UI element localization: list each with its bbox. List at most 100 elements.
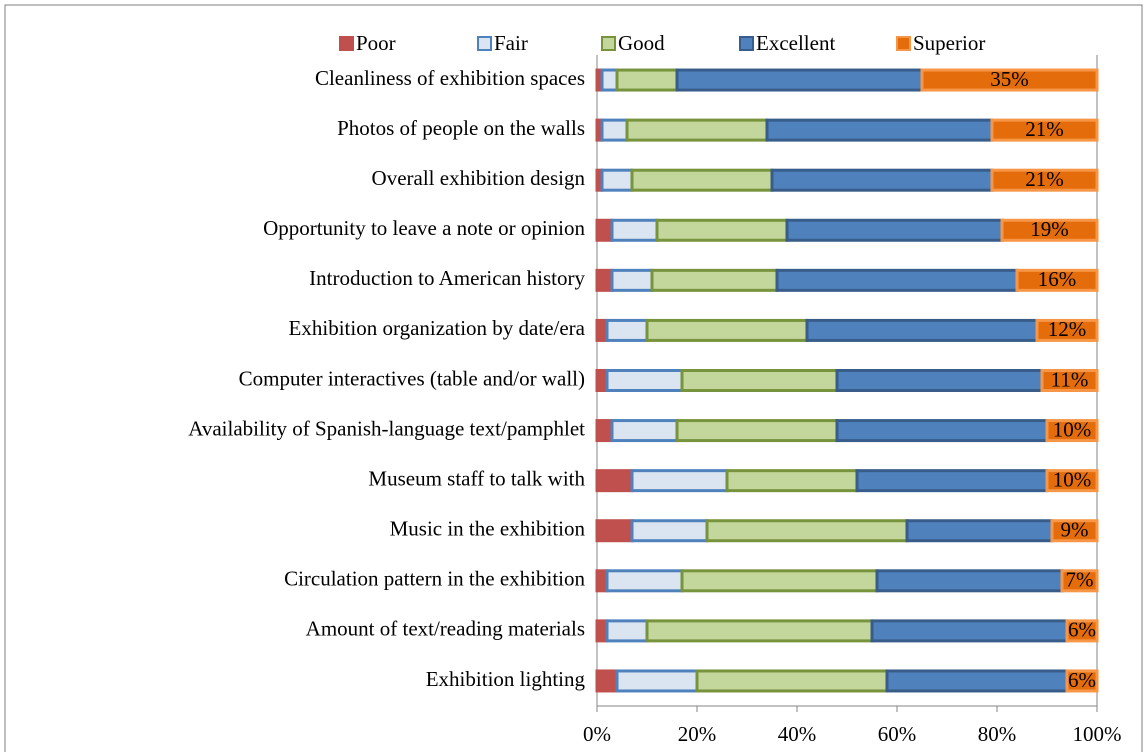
bar-segment bbox=[655, 218, 789, 242]
bar-segment bbox=[650, 268, 779, 292]
legend-swatch bbox=[739, 36, 754, 51]
bar-segment bbox=[610, 419, 679, 443]
bar-segment bbox=[600, 168, 634, 192]
bar-segment bbox=[920, 68, 1099, 92]
bar-segment bbox=[615, 68, 679, 92]
legend-label: Poor bbox=[356, 31, 396, 55]
y-tick-label: Computer interactives (table and/or wall… bbox=[239, 366, 585, 390]
x-tick-label: 80% bbox=[978, 722, 1017, 746]
bar-segment bbox=[905, 519, 1054, 543]
bar-segment bbox=[610, 218, 659, 242]
bar-segment bbox=[645, 619, 874, 643]
legend-swatch bbox=[477, 36, 492, 51]
bar-segment bbox=[630, 469, 729, 493]
bar-segment bbox=[595, 419, 614, 443]
data-label: 21% bbox=[1025, 167, 1064, 191]
bar-segment bbox=[610, 268, 654, 292]
bar-segment bbox=[675, 419, 839, 443]
y-tick-label: Availability of Spanish-language text/pa… bbox=[188, 416, 585, 440]
legend-label: Excellent bbox=[756, 31, 835, 55]
bar-segment bbox=[1015, 268, 1099, 292]
bar-segment bbox=[1040, 369, 1099, 392]
chart-frame bbox=[4, 4, 1143, 752]
data-label: 11% bbox=[1051, 367, 1089, 391]
x-tick-label: 60% bbox=[878, 722, 917, 746]
bar-segment bbox=[765, 118, 994, 142]
bar-segment bbox=[1035, 318, 1099, 342]
y-tick-label: Introduction to American history bbox=[309, 266, 585, 290]
bar-segment bbox=[1060, 569, 1099, 593]
bar-segment bbox=[605, 569, 684, 593]
bar-segment bbox=[990, 168, 1099, 192]
legend-swatch bbox=[896, 36, 911, 51]
bar-segment bbox=[1065, 669, 1099, 693]
bar-segment bbox=[595, 519, 634, 543]
data-label: 10% bbox=[1053, 417, 1092, 441]
data-label: 6% bbox=[1068, 668, 1096, 692]
data-label: 16% bbox=[1038, 267, 1077, 291]
bar-segment bbox=[805, 318, 1039, 342]
bar-segment bbox=[705, 519, 909, 543]
bar-segment bbox=[630, 168, 774, 192]
y-tick-label: Opportunity to leave a note or opinion bbox=[263, 216, 585, 240]
bar-segment bbox=[1065, 619, 1099, 643]
data-label: 7% bbox=[1066, 568, 1094, 592]
bar-segment bbox=[605, 619, 649, 643]
bar-segment bbox=[595, 669, 619, 693]
y-tick-label: Exhibition organization by date/era bbox=[289, 316, 586, 340]
bar-segment bbox=[595, 268, 614, 292]
bar-segment bbox=[835, 369, 1044, 392]
x-tick-label: 100% bbox=[1073, 722, 1122, 746]
bar-segment bbox=[835, 419, 1049, 443]
bar-segment bbox=[675, 68, 924, 92]
x-tick-label: 20% bbox=[678, 722, 717, 746]
data-label: 21% bbox=[1025, 117, 1064, 141]
data-label: 19% bbox=[1030, 217, 1069, 241]
legend-swatch bbox=[339, 36, 354, 51]
bar-segment bbox=[1050, 519, 1099, 543]
x-tick-label: 0% bbox=[583, 722, 611, 746]
data-label: 9% bbox=[1061, 518, 1089, 542]
data-label: 35% bbox=[990, 67, 1029, 91]
legend-swatch bbox=[601, 36, 616, 51]
bar-segment bbox=[990, 118, 1099, 142]
data-label: 12% bbox=[1048, 317, 1087, 341]
y-tick-label: Photos of people on the walls bbox=[337, 116, 585, 140]
y-tick-label: Amount of text/reading materials bbox=[306, 617, 585, 641]
y-tick-label: Overall exhibition design bbox=[372, 166, 586, 190]
x-tick-label: 40% bbox=[778, 722, 817, 746]
data-label: 10% bbox=[1053, 467, 1092, 491]
bar-segment bbox=[875, 569, 1064, 593]
bar-segment bbox=[615, 669, 699, 693]
bar-segment bbox=[605, 318, 649, 342]
bar-segment bbox=[680, 569, 879, 593]
bar-segment bbox=[595, 218, 614, 242]
data-label: 6% bbox=[1068, 618, 1096, 642]
bar-segment bbox=[775, 268, 1019, 292]
legend-label: Superior bbox=[913, 31, 985, 55]
bar-segment bbox=[855, 469, 1049, 493]
bar-segment bbox=[885, 669, 1069, 693]
bar-segment bbox=[645, 318, 809, 342]
bar-segment bbox=[600, 68, 619, 92]
bar-segment bbox=[1045, 419, 1099, 443]
bar-segment bbox=[785, 218, 1004, 242]
bar-segment bbox=[625, 118, 769, 142]
bar-segment bbox=[600, 118, 629, 142]
bar-segment bbox=[680, 369, 839, 392]
bar-segment bbox=[770, 168, 994, 192]
bar-segment bbox=[870, 619, 1069, 643]
y-tick-label: Cleanliness of exhibition spaces bbox=[315, 66, 585, 90]
bar-segment bbox=[695, 669, 889, 693]
y-tick-label: Museum staff to talk with bbox=[368, 466, 585, 490]
bar-segment bbox=[605, 369, 684, 392]
legend-label: Good bbox=[618, 31, 665, 55]
bar-segment bbox=[725, 469, 859, 493]
bar-segment bbox=[1000, 218, 1099, 242]
y-tick-label: Circulation pattern in the exhibition bbox=[284, 567, 585, 591]
bar-segment bbox=[595, 469, 634, 493]
bar-segment bbox=[1045, 469, 1099, 493]
y-tick-label: Exhibition lighting bbox=[426, 667, 586, 691]
y-tick-label: Music in the exhibition bbox=[390, 517, 586, 541]
